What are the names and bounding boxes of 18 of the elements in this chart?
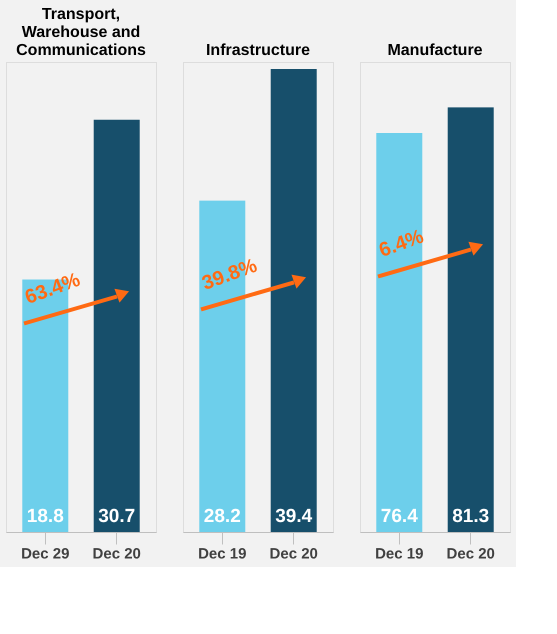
- x-tick-label: Dec 20: [92, 546, 141, 562]
- data-label: 39.4: [275, 506, 313, 527]
- x-tick-label: Dec 19: [375, 546, 424, 562]
- chart-title: Transport, Warehouse and Communications: [16, 6, 146, 59]
- data-label: 76.4: [380, 506, 418, 527]
- data-label: 30.7: [98, 506, 136, 527]
- x-tick-label: Dec 29: [21, 546, 70, 562]
- x-tick-label: Dec 19: [198, 546, 246, 562]
- annotation: 39.8%: [199, 254, 260, 295]
- x-tick-label: Dec 20: [446, 546, 495, 562]
- annotation: 63.4%: [22, 268, 84, 309]
- annotation: 6.4%: [376, 226, 427, 262]
- x-tick-label: Dec 20: [270, 546, 318, 562]
- data-label: 81.3: [452, 506, 490, 527]
- chart-title: Manufacture: [387, 42, 483, 59]
- data-label: 18.8: [26, 506, 64, 527]
- chart-title: Infrastructure: [206, 42, 310, 59]
- data-label: 28.2: [204, 506, 241, 527]
